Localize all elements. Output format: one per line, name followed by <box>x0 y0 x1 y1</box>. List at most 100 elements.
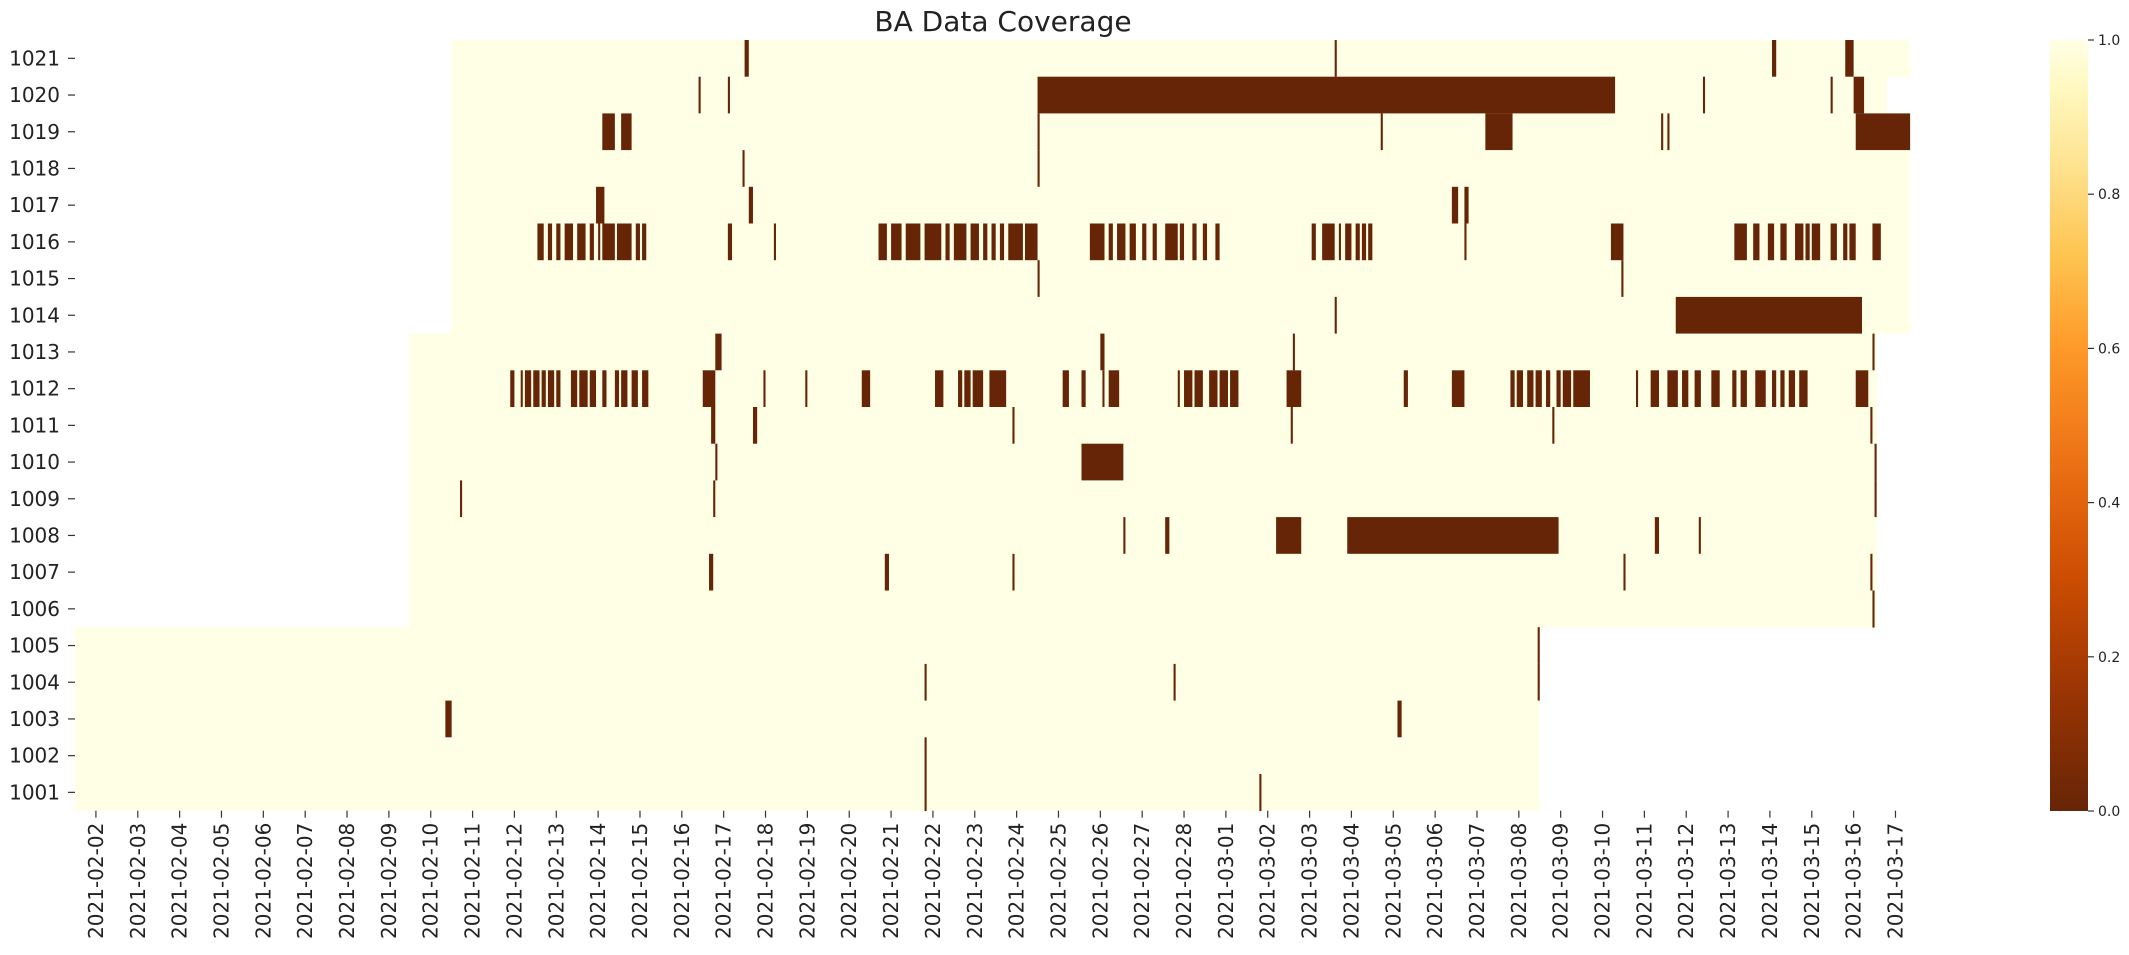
row-1016-gap <box>1811 223 1821 261</box>
colorbar-tick-label: 0.6 <box>2098 341 2120 357</box>
row-1016-gap <box>1152 223 1157 261</box>
row-1016-gap <box>1355 223 1360 261</box>
row-1015-gap <box>1037 260 1040 298</box>
row-1008-gap <box>1165 517 1170 555</box>
row-1016-gap <box>537 223 544 261</box>
row-1010-gap <box>1874 443 1877 481</box>
row-1007-gap <box>1012 553 1015 591</box>
x-tick-label: 2021-03-14 <box>1758 823 1782 939</box>
row-1009-coverage <box>409 480 1877 518</box>
row-1008-gap <box>1347 517 1559 555</box>
row-1019-gap <box>1667 113 1670 151</box>
row-1012-gap <box>1573 370 1590 408</box>
row-1012-gap <box>1740 370 1747 408</box>
row-1016-gap <box>616 223 632 261</box>
row-1009-gap <box>460 480 463 518</box>
row-1012-gap <box>972 370 984 408</box>
row-1021-coverage <box>451 40 1911 78</box>
row-1012-gap <box>1108 370 1120 408</box>
row-1007-gap <box>1623 553 1626 591</box>
row-1017-gap <box>748 186 753 224</box>
y-tick-label: 1014 <box>9 303 60 327</box>
x-tick-label: 2021-02-13 <box>544 823 568 939</box>
row-1016-gap <box>773 223 776 261</box>
row-1012-gap <box>1556 370 1561 408</box>
row-1012-gap <box>524 370 532 408</box>
row-1012-gap <box>1230 370 1239 408</box>
y-tick-label: 1019 <box>9 120 60 144</box>
row-1002-coverage <box>75 737 1540 775</box>
colorbar-tick-label: 0.2 <box>2098 650 2120 666</box>
x-tick-label: 2021-02-04 <box>168 823 192 939</box>
x-tick-label: 2021-03-16 <box>1842 823 1866 939</box>
row-1021-gap <box>744 40 749 78</box>
x-tick-label: 2021-02-08 <box>335 823 359 939</box>
x-tick-label: 2021-02-10 <box>419 823 443 939</box>
row-1012-gap <box>805 370 808 408</box>
row-1010-gap <box>1081 443 1124 481</box>
row-1011-gap <box>711 407 716 445</box>
x-tick-label: 2021-02-02 <box>84 823 108 939</box>
row-1001-coverage <box>75 774 1540 812</box>
row-1011-gap <box>1552 407 1555 445</box>
row-1012-gap <box>602 370 607 408</box>
row-1019-gap <box>1661 113 1664 151</box>
row-1012-gap <box>614 370 620 408</box>
row-1003-coverage <box>75 700 1540 738</box>
row-1016-gap <box>1795 223 1804 261</box>
row-1012-gap <box>1682 370 1689 408</box>
row-1004-gap <box>924 663 927 701</box>
row-1019-gap <box>602 113 615 151</box>
row-1017-gap <box>1451 186 1459 224</box>
x-tick-label: 2021-02-16 <box>670 823 694 939</box>
row-1019-gap <box>1485 113 1513 151</box>
row-1012-gap <box>1516 370 1524 408</box>
row-1013-gap <box>715 333 722 371</box>
row-1007-gap <box>1870 553 1873 591</box>
row-1012-gap <box>1535 370 1542 408</box>
x-tick-label: 2021-03-07 <box>1465 823 1489 939</box>
row-1007-gap <box>884 553 889 591</box>
row-1012-gap <box>533 370 540 408</box>
row-1012-gap <box>1855 370 1869 408</box>
row-1012-gap <box>763 370 766 408</box>
row-1016-gap <box>891 223 902 261</box>
row-1011-gap <box>752 407 758 445</box>
row-1012-gap <box>964 370 971 408</box>
row-1012-gap <box>1209 370 1218 408</box>
row-1012-gap <box>1177 370 1180 408</box>
row-1016-gap <box>1767 223 1775 261</box>
row-1012-gap <box>556 370 561 408</box>
row-1017-coverage <box>451 186 1911 224</box>
row-1020-gap <box>698 76 701 114</box>
y-tick-label: 1017 <box>9 193 60 217</box>
row-1019-gap <box>621 113 632 151</box>
x-tick-label: 2021-03-17 <box>1883 823 1907 939</box>
y-tick-label: 1006 <box>9 597 60 621</box>
row-1012-gap <box>861 370 871 408</box>
row-1012-gap <box>958 370 963 408</box>
row-1016-gap <box>556 223 561 261</box>
row-1012-gap <box>989 370 1007 408</box>
y-tick-label: 1002 <box>9 744 60 768</box>
colorbar-tick-label: 1.0 <box>2098 33 2120 49</box>
row-1012-gap <box>1562 370 1572 408</box>
y-tick-label: 1003 <box>9 707 60 731</box>
row-1011-gap <box>1012 407 1015 445</box>
row-1008-gap <box>1276 517 1302 555</box>
row-1012-gap <box>1527 370 1534 408</box>
row-1016-gap <box>1024 223 1038 261</box>
row-1012-gap <box>631 370 638 408</box>
x-tick-label: 2021-02-17 <box>712 823 736 939</box>
x-tick-label: 2021-02-06 <box>251 823 275 939</box>
y-tick-label: 1009 <box>9 487 60 511</box>
row-1010-coverage <box>409 443 1877 481</box>
row-1012-gap <box>520 370 523 408</box>
row-1016-gap <box>1843 223 1848 261</box>
row-1012-gap <box>1772 370 1777 408</box>
x-tick-label: 2021-03-03 <box>1298 823 1322 939</box>
row-1012-gap <box>1755 370 1766 408</box>
row-1012-gap <box>510 370 515 408</box>
x-tick-label: 2021-02-23 <box>963 823 987 939</box>
